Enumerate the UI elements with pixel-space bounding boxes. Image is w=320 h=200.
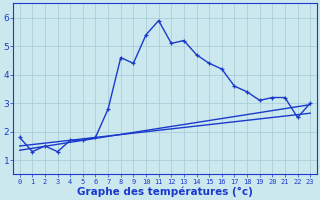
X-axis label: Graphe des températures (°c): Graphe des températures (°c) bbox=[77, 186, 253, 197]
